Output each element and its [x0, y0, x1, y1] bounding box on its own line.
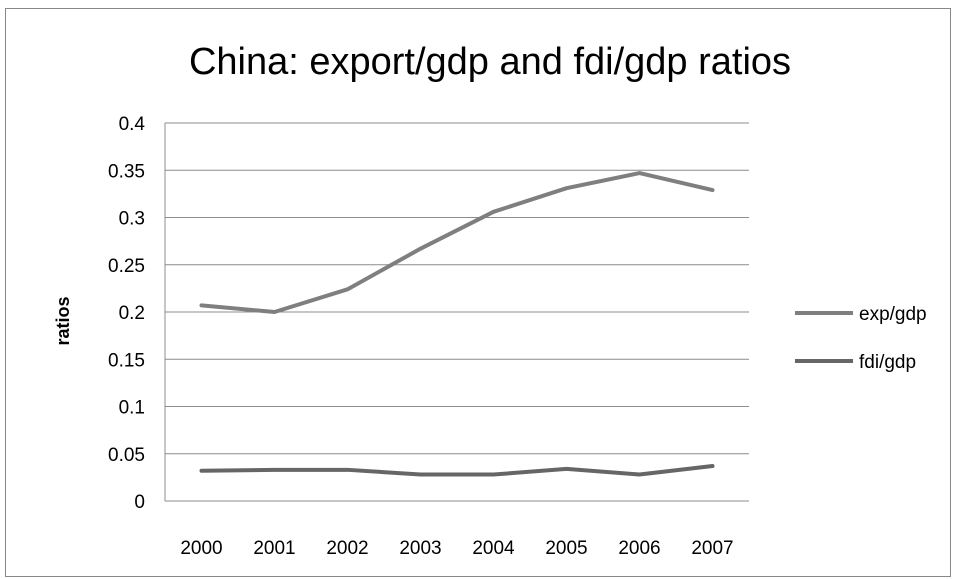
- legend: exp/gdp fdi/gdp: [795, 304, 927, 373]
- x-tick-label: 2002: [326, 538, 368, 559]
- chart-canvas: China: export/gdp and fdi/gdp ratios rat…: [53, 41, 927, 559]
- x-tick-labels: 2000 2001 2002 2003 2004 2005 2006 2007: [180, 538, 733, 559]
- legend-label: fdi/gdp: [859, 352, 916, 373]
- x-tick-label: 2006: [618, 538, 660, 559]
- y-tick-label: 0.2: [119, 303, 145, 324]
- chart-title: China: export/gdp and fdi/gdp ratios: [189, 41, 791, 83]
- y-tick-label: 0: [134, 492, 145, 513]
- y-tick-label: 0.15: [108, 350, 145, 371]
- data-point: [274, 311, 275, 313]
- y-tick-label: 0.4: [119, 114, 146, 135]
- data-point: [347, 288, 348, 290]
- y-tick-label: 0.05: [108, 445, 145, 466]
- data-point: [639, 474, 640, 476]
- data-point: [566, 187, 567, 189]
- gridlines: [164, 122, 749, 502]
- x-tick-label: 2005: [545, 538, 587, 559]
- y-tick-label: 0.1: [119, 398, 145, 419]
- data-point: [712, 465, 713, 467]
- data-point: [420, 248, 421, 250]
- y-axis-label: ratios: [53, 296, 73, 345]
- x-tick-label: 2004: [472, 538, 515, 559]
- data-point: [420, 474, 421, 476]
- data-point: [566, 468, 567, 470]
- data-point: [493, 474, 494, 476]
- data-point: [201, 304, 202, 306]
- data-point: [639, 172, 640, 174]
- series-lines: [199, 171, 715, 477]
- y-tick-label: 0.25: [108, 256, 145, 277]
- y-tick-label: 0.3: [119, 209, 145, 230]
- y-tick-labels: 0 0.05 0.1 0.15 0.2 0.25 0.3 0.35 0.4: [108, 114, 145, 513]
- series-line-exp-gdp: [199, 171, 715, 314]
- legend-label: exp/gdp: [859, 304, 927, 325]
- x-tick-label: 2000: [180, 538, 222, 559]
- series-line-fdi-gdp: [199, 464, 715, 477]
- data-point: [347, 469, 348, 471]
- x-tick-label: 2007: [691, 538, 733, 559]
- data-point: [274, 469, 275, 471]
- y-tick-label: 0.35: [108, 161, 145, 182]
- x-tick-label: 2003: [399, 538, 441, 559]
- x-tick-label: 2001: [253, 538, 295, 559]
- data-point: [712, 189, 713, 191]
- chart-frame: China: export/gdp and fdi/gdp ratios rat…: [5, 8, 951, 577]
- data-point: [493, 211, 494, 213]
- data-point: [201, 470, 202, 472]
